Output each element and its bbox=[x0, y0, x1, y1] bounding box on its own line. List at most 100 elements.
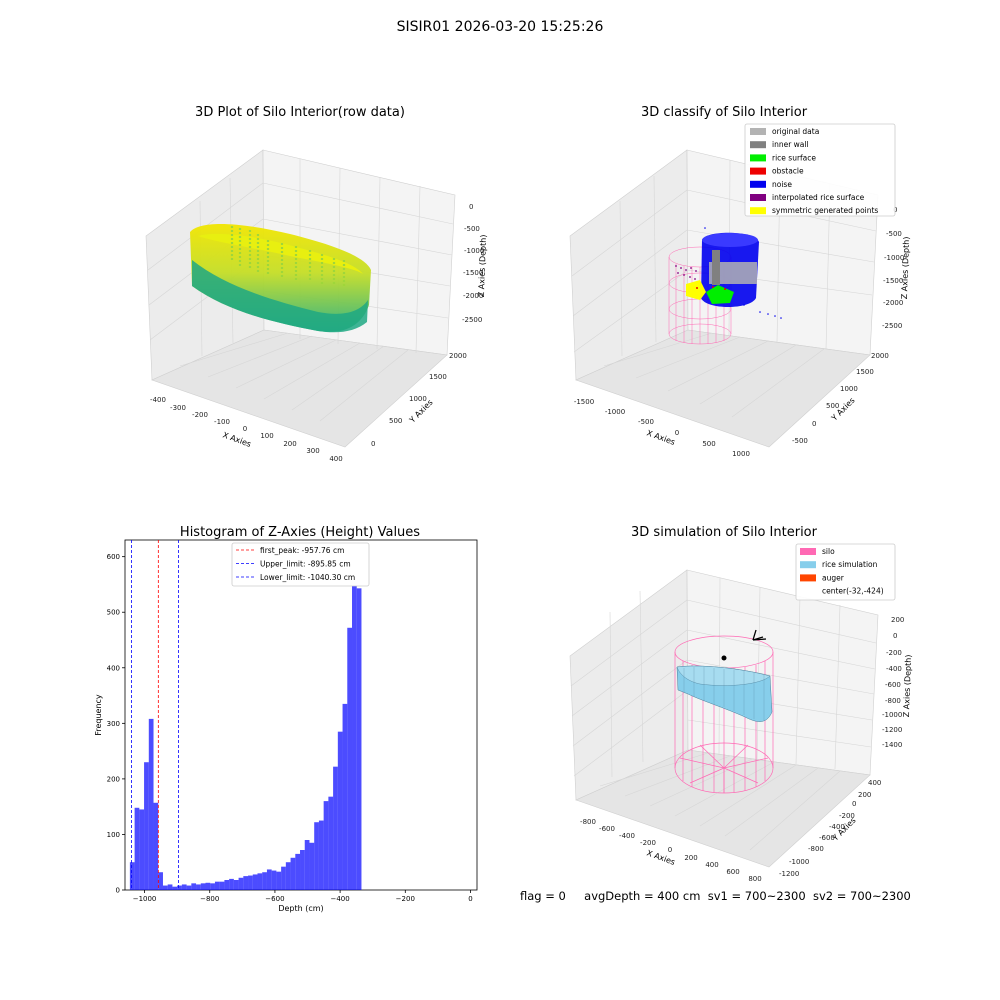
histogram-legend-label: Upper_limit: -895.85 cm bbox=[260, 560, 351, 569]
histogram-bar bbox=[333, 766, 338, 890]
legend-label: silo bbox=[822, 547, 835, 556]
histogram-y-tick-label: 500 bbox=[107, 609, 120, 617]
classify-y-tick-label: 500 bbox=[826, 402, 839, 410]
histogram-y-tick-label: 0 bbox=[116, 887, 120, 895]
histogram-bar bbox=[356, 588, 362, 890]
legend-swatch bbox=[750, 141, 766, 149]
histogram-bar bbox=[300, 850, 305, 890]
histogram-x-tick-label: −400 bbox=[330, 895, 349, 903]
histogram-legend-label: first_peak: -957.76 cm bbox=[260, 546, 344, 555]
simulation-y-tick-label: -600 bbox=[819, 834, 835, 842]
legend-label: center(-32,-424) bbox=[822, 587, 884, 596]
histogram-bar bbox=[318, 820, 324, 890]
histogram-plot-area bbox=[124, 539, 478, 891]
histogram-bar bbox=[309, 842, 315, 890]
histogram-bar bbox=[139, 809, 145, 890]
histogram-legend-label: Lower_limit: -1040.30 cm bbox=[260, 573, 355, 582]
simulation-z-tick-label: -1200 bbox=[882, 726, 902, 734]
legend-swatch bbox=[750, 194, 766, 201]
simulation-x-tick-label: 800 bbox=[748, 875, 761, 883]
raw-x-tick-label: -400 bbox=[150, 396, 166, 404]
histogram-bar bbox=[172, 886, 178, 890]
legend-label: original data bbox=[772, 127, 819, 136]
simulation-x-tick-label: 0 bbox=[668, 846, 672, 854]
histogram-bar bbox=[229, 878, 234, 890]
histogram-bar bbox=[167, 884, 173, 890]
histogram-bar bbox=[262, 872, 267, 890]
histogram-bar bbox=[252, 874, 258, 890]
histogram-vlines bbox=[131, 540, 179, 890]
raw-x-tick-labels: -400 -300 -200 -100 0 100 200 300 400 bbox=[150, 396, 343, 463]
histogram-bar bbox=[219, 881, 225, 890]
histogram-bar bbox=[281, 866, 286, 890]
histogram-bar bbox=[200, 883, 206, 890]
simulation-rice-mesh bbox=[683, 667, 765, 720]
raw-z-tick-label: -1000 bbox=[464, 247, 484, 255]
classify-z-tick-label: -500 bbox=[886, 230, 902, 238]
simulation-x-tick-label: 600 bbox=[726, 868, 739, 876]
histogram-bar bbox=[323, 801, 329, 890]
raw-z-tick-label: 0 bbox=[469, 203, 473, 211]
legend-label: interpolated rice surface bbox=[772, 193, 865, 202]
legend-label: inner wall bbox=[772, 140, 809, 149]
histogram-bar bbox=[238, 877, 244, 890]
simulation-z-tick-label: -1000 bbox=[882, 711, 902, 719]
histogram-y-tick-label: 300 bbox=[107, 720, 120, 728]
classify-y-tick-label: 2000 bbox=[871, 352, 889, 360]
histogram-bar bbox=[210, 883, 215, 890]
legend-label: rice surface bbox=[772, 153, 816, 162]
simulation-auger-marker bbox=[752, 629, 767, 641]
histogram-x-tick-label: −200 bbox=[396, 895, 415, 903]
classify-x-tick-label: 0 bbox=[675, 429, 679, 437]
histogram-title: Histogram of Z-Axies (Height) Values bbox=[180, 525, 420, 540]
histogram-bar bbox=[352, 557, 357, 890]
simulation-rice-surface bbox=[676, 665, 773, 722]
histogram-bar bbox=[328, 796, 334, 890]
classify-floor-pane bbox=[575, 329, 871, 448]
legend-label: auger bbox=[822, 573, 845, 582]
legend-swatch bbox=[800, 548, 816, 555]
classify-z-tick-label: -2000 bbox=[883, 299, 903, 307]
legend-swatch bbox=[800, 574, 816, 582]
simulation-y-tick-label: 200 bbox=[858, 791, 871, 799]
classify-interpolated-dots bbox=[675, 265, 697, 280]
histogram-bar bbox=[144, 762, 149, 890]
simulation-x-tick-label: -400 bbox=[619, 832, 635, 840]
legend-label: noise bbox=[772, 180, 792, 189]
simulation-y-tick-label: -400 bbox=[829, 823, 845, 831]
classify-z-tick-label: -2500 bbox=[882, 322, 902, 330]
raw-x-tick-label: -100 bbox=[214, 418, 230, 426]
raw-y-tick-label: 1000 bbox=[409, 395, 427, 403]
legend-swatch bbox=[750, 180, 766, 188]
raw-x-tick-label: -300 bbox=[170, 404, 186, 412]
simulation-x-tick-label: -200 bbox=[640, 839, 656, 847]
flag-text: flag = 0 bbox=[520, 889, 566, 903]
histogram-y-ticks: 0 100 200 300 400 500 600 bbox=[107, 553, 125, 895]
simulation-y-tick-labels: 400 200 0 -200 -400 -600 -800 -1000 -120… bbox=[779, 779, 881, 878]
legend-label: symmetric generated points bbox=[772, 206, 878, 215]
legend-label: rice simulation bbox=[822, 560, 878, 569]
classify-legend: original data inner wall rice surface obsta… bbox=[744, 123, 896, 217]
raw-z-tick-label: -2500 bbox=[462, 316, 482, 324]
classify-x-tick-label: -500 bbox=[638, 418, 654, 426]
histogram-panel: Histogram of Z-Axies (Height) Values −10… bbox=[94, 525, 478, 913]
simulation-z-tick-labels: 200 0 -200 -400 -600 -800 -1000 -1200 -1… bbox=[882, 616, 904, 749]
histogram-bar bbox=[347, 627, 353, 890]
raw-z-axis-label: Z Axies (Depth) bbox=[477, 234, 488, 297]
classify-x-tick-label: 500 bbox=[702, 440, 715, 448]
histogram-x-tick-label: −800 bbox=[200, 895, 219, 903]
raw-y-tick-label: 2000 bbox=[449, 352, 467, 360]
classify-y-tick-labels: -500 0 500 1000 1500 2000 bbox=[792, 352, 889, 445]
classify-plot-title: 3D classify of Silo Interior bbox=[641, 105, 808, 120]
raw-z-tick-label: -500 bbox=[464, 225, 480, 233]
histogram-x-tick-label: 0 bbox=[468, 895, 472, 903]
classify-noise-cloud bbox=[675, 227, 782, 319]
histogram-x-tick-label: −600 bbox=[265, 895, 284, 903]
raw-x-tick-label: -200 bbox=[192, 411, 208, 419]
sv2-text: sv2 = 700~2300 bbox=[812, 889, 911, 903]
simulation-y-tick-label: -1200 bbox=[779, 870, 799, 878]
status-footer: flag = 0 avgDepth = 400 cm sv1 = 700~230… bbox=[520, 889, 911, 903]
simulation-center-dot bbox=[721, 655, 727, 661]
histogram-bar bbox=[186, 885, 192, 890]
